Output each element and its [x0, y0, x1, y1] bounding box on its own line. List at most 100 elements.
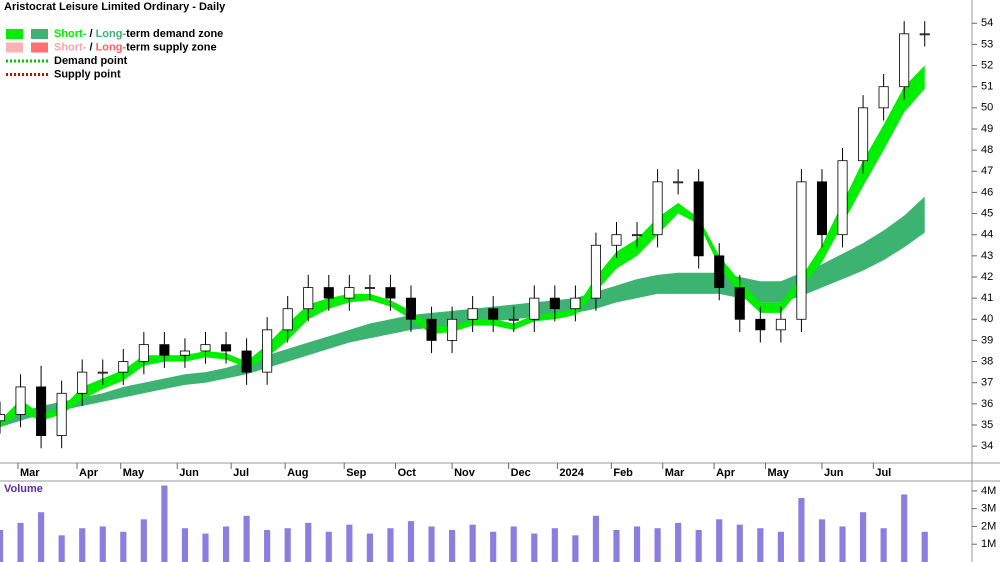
candle-body [323, 287, 334, 299]
candle-body [488, 308, 499, 320]
legend-swatch [31, 42, 48, 53]
candle-body [385, 287, 396, 299]
candle-body [878, 86, 889, 109]
volume-bar [654, 528, 661, 562]
x-tick-label: Mar [665, 467, 685, 479]
candle-body [36, 386, 47, 436]
y-tick-label: 46 [981, 186, 993, 198]
candle-body [796, 181, 807, 320]
volume-bar [901, 494, 908, 562]
candle-body [837, 160, 848, 236]
volume-bar [38, 512, 45, 562]
candle-body [262, 329, 273, 373]
candle-body [56, 392, 67, 436]
candle-body [447, 318, 458, 341]
volume-bar [325, 531, 332, 562]
candle-body [241, 350, 252, 373]
candle-body [734, 287, 745, 320]
candle-body [179, 350, 190, 356]
volume-bar [921, 531, 928, 562]
candle-body [0, 414, 6, 422]
candle-body [673, 181, 684, 184]
candle-body [118, 361, 129, 373]
volume-bar [0, 530, 4, 562]
candle-body [405, 297, 417, 320]
y-tick-label: 47 [981, 165, 993, 177]
volume-bar [161, 485, 168, 562]
volume-bar [120, 531, 127, 562]
volume-bar [859, 512, 867, 562]
legend-swatch [6, 29, 23, 39]
legend-text: / [86, 41, 95, 53]
volume-bar [346, 524, 353, 562]
volume-bar [736, 524, 743, 562]
candle-body [467, 308, 478, 320]
x-tick-label: Dec [511, 467, 531, 479]
candle-body [15, 386, 26, 415]
y-tick-label: 35 [981, 419, 993, 431]
volume-bar [181, 528, 189, 562]
candle-body [919, 33, 930, 36]
candle-body [344, 287, 355, 299]
volume-bar [284, 528, 291, 562]
chart-title: Aristocrat Leisure Limited Ordinary - Da… [4, 1, 226, 13]
candle-body [590, 244, 601, 299]
candle-body [303, 287, 314, 310]
candle-body [693, 181, 704, 257]
volume-bar [490, 531, 497, 562]
legend-text: Long- [96, 28, 127, 40]
y-tick-label: 49 [981, 123, 993, 135]
y-tick-label: 43 [981, 250, 993, 262]
volume-bar [428, 526, 435, 562]
x-tick-label: Jul [875, 467, 891, 479]
x-tick-label: May [123, 467, 145, 479]
candle-body [858, 107, 869, 162]
x-tick-label: Oct [398, 467, 417, 479]
legend-swatch [6, 42, 23, 53]
x-tick-label: Apr [79, 467, 99, 479]
volume-bar [17, 522, 24, 562]
y-tick-label: 38 [981, 355, 993, 367]
volume-bar [99, 526, 106, 562]
legend-text: Demand point [54, 55, 128, 67]
y-tick-label: 2M [981, 520, 996, 532]
legend-text: Long- [96, 41, 127, 53]
x-tick-label: 2024 [559, 467, 584, 479]
y-tick-label: 41 [981, 292, 993, 304]
y-tick-label: 39 [981, 334, 993, 346]
y-tick-label: 37 [981, 377, 993, 389]
volume-bar [839, 526, 846, 562]
volume-bar [243, 515, 250, 562]
candle-body [775, 318, 786, 331]
volume-bar [633, 526, 641, 562]
volume-bar [449, 530, 456, 562]
legend-label: Short- / Long-term demand zone [54, 28, 223, 40]
volume-bar [695, 530, 702, 562]
legend-text: Supply point [54, 68, 121, 80]
candle-body [549, 297, 560, 310]
volume-bar [675, 522, 682, 562]
y-tick-label: 40 [981, 313, 993, 325]
y-tick-label: 36 [981, 398, 993, 410]
candle-body [899, 33, 910, 88]
volume-bar [757, 528, 764, 562]
volume-bar [551, 528, 558, 562]
volume-bar [264, 530, 271, 562]
candle-body [138, 344, 149, 362]
volume-bar [510, 526, 517, 562]
volume-bar [716, 519, 723, 562]
volume-bar [592, 515, 600, 562]
candle-body [714, 255, 725, 288]
legend-label: Short- / Long-term supply zone [54, 41, 217, 53]
x-tick-label: May [767, 467, 789, 479]
volume-bar [387, 528, 394, 562]
candle-body [632, 234, 643, 237]
candle-body [159, 344, 170, 356]
volume-bar [407, 521, 415, 562]
legend-text: Short- [54, 41, 87, 53]
y-tick-label: 1M [981, 538, 996, 550]
volume-bar [202, 533, 209, 562]
x-tick-label: Apr [716, 467, 736, 479]
